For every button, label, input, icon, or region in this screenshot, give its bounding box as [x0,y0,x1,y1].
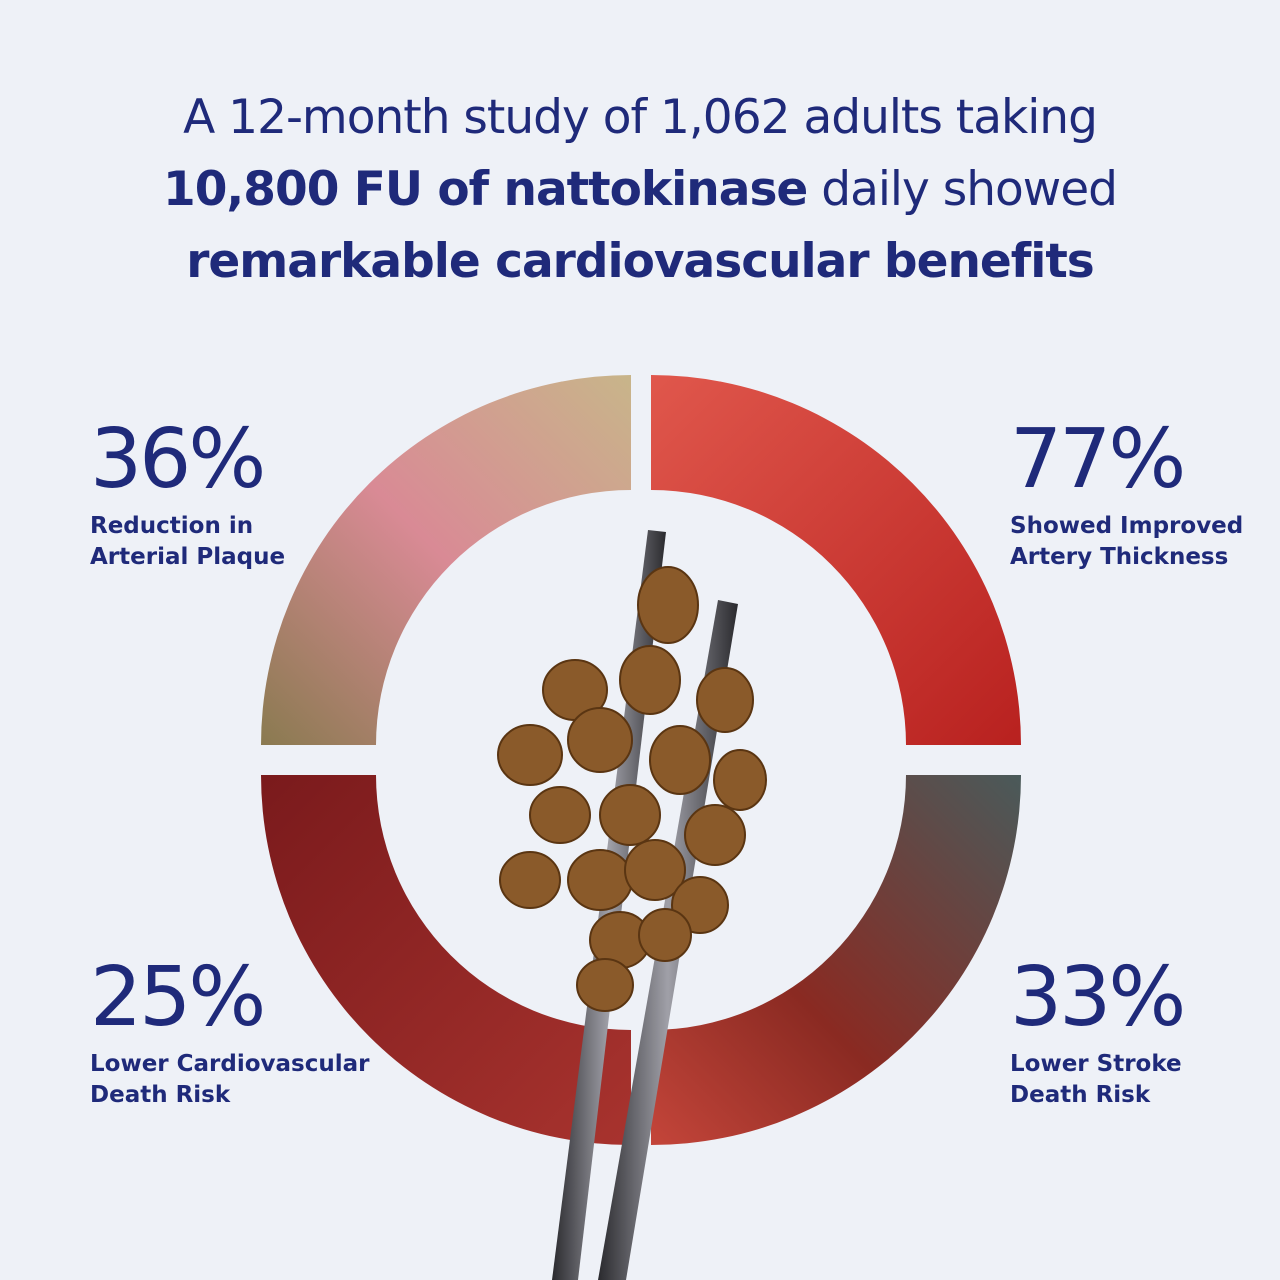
stat-label-line: Death Risk [90,1082,231,1108]
stat-label: Reduction in Arterial Plaque [90,511,285,573]
stat-value: 36% [90,412,266,507]
natto-beans [497,566,767,1012]
stat: 33% Lower Stroke Death Risk [1010,950,1186,1111]
stat-label: Lower Cardiovascular Death Risk [90,1049,370,1111]
stat-label: Lower Stroke Death Risk [1010,1049,1183,1111]
stat-label-line: Lower Cardiovascular [90,1051,370,1077]
headline-line: remarkable cardiovascular benefits [0,226,1280,298]
stat-label: Showed Improved Artery Thickness [1010,511,1243,573]
headline-line: 10,800 FU of nattokinase daily showed [0,154,1280,226]
stat: 77% Showed Improved Artery Thickness [1010,415,1243,573]
stat-value: 33% [1010,950,1186,1045]
stat-label-line: Death Risk [1010,1082,1151,1108]
stat-label-line: Artery Thickness [1010,544,1229,570]
stat-label-line: Showed Improved [1010,513,1244,539]
headline-bold: 10,800 FU of nattokinase [163,162,808,217]
headline-text: daily showed [807,162,1118,217]
stat-value: 77% [1010,412,1186,507]
stat: 36% Reduction in Arterial Plaque [90,415,285,573]
headline-bold: remarkable cardiovascular benefits [186,234,1095,289]
stat-value: 25% [90,950,266,1045]
headline-line: A 12-month study of 1,062 adults taking [183,90,1098,145]
stat-label-line: Lower Stroke [1010,1051,1182,1077]
ring-segment [651,375,1021,745]
stat-label-line: Reduction in [90,513,254,539]
ring-segment [261,375,631,745]
ring-segment [651,775,1021,1145]
stat: 25% Lower Cardiovascular Death Risk [90,953,370,1111]
headline: A 12-month study of 1,062 adults taking … [0,82,1280,298]
stat-label-line: Arterial Plaque [90,544,286,570]
ring-segment [261,775,631,1145]
